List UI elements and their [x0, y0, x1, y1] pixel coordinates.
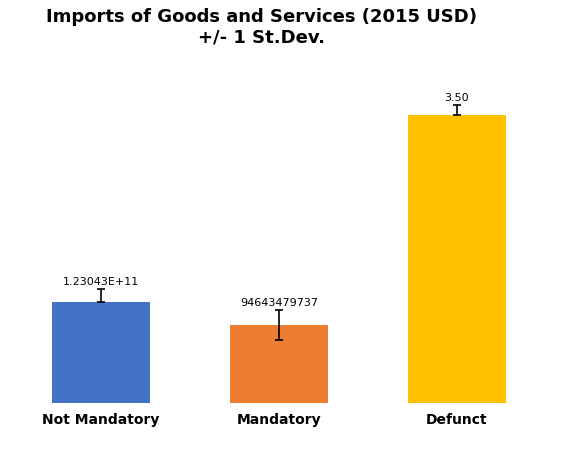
Text: 1.23043E+11: 1.23043E+11 — [63, 277, 139, 287]
Title: Imports of Goods and Services (2015 USD)
+/- 1 St.Dev.: Imports of Goods and Services (2015 USD)… — [45, 8, 477, 47]
Bar — [408, 115, 506, 403]
Bar — [230, 325, 328, 403]
Text: 3.50: 3.50 — [445, 93, 469, 103]
Bar — [52, 301, 150, 403]
Text: 94643479737: 94643479737 — [240, 298, 318, 309]
